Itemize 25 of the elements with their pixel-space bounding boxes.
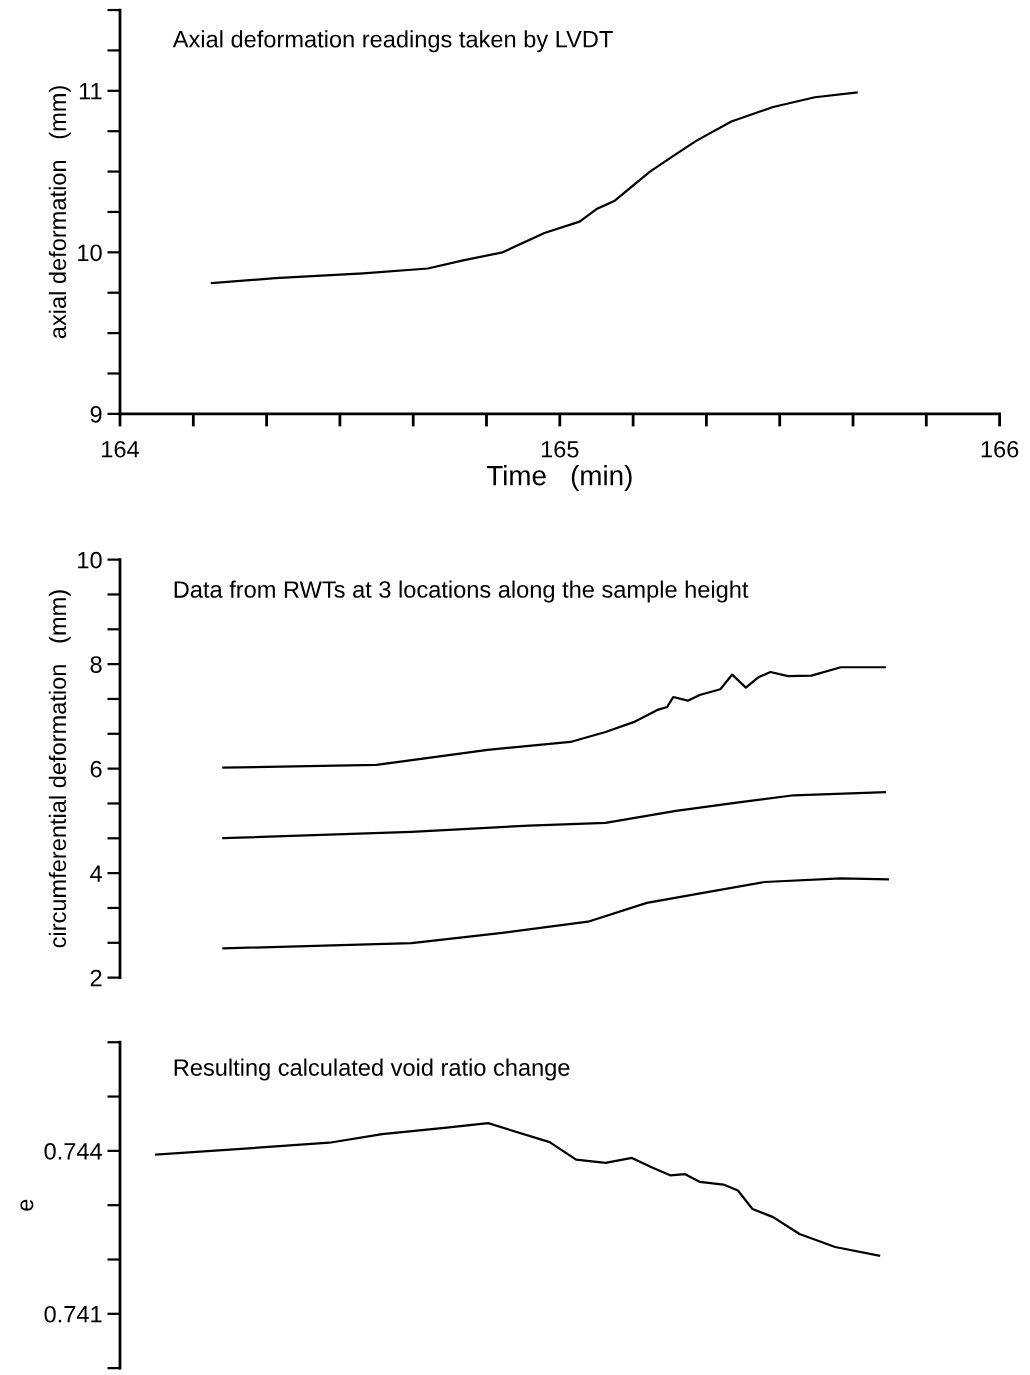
line-series xyxy=(210,91,858,285)
y-tick-label: 10 xyxy=(78,244,102,262)
y-tick-label: 10 xyxy=(78,551,102,569)
x-tick-label: 165 xyxy=(541,440,579,458)
y-tick-label: 6 xyxy=(90,760,102,778)
line-series xyxy=(222,666,886,769)
y-axis-title: e xyxy=(20,1199,34,1211)
x-axis-title: Time (min) xyxy=(486,465,632,491)
y-tick-label: 2 xyxy=(90,969,102,987)
y-tick-label: 11 xyxy=(79,83,102,100)
line-series xyxy=(222,877,890,950)
y-tick-label: 0.741 xyxy=(44,1305,102,1323)
text: Axial deformation readings taken by LVDT xyxy=(172,30,613,53)
line-series xyxy=(154,1122,881,1257)
text: Data from RWTs at 3 locations along the sample height xyxy=(174,580,749,603)
y-tick-label: 8 xyxy=(90,656,102,673)
x-tick-label: 164 xyxy=(102,440,139,458)
y-tick-label: 9 xyxy=(90,405,102,423)
y-axis-title: axial deformation (mm) xyxy=(48,86,71,339)
y-tick-label: 0.744 xyxy=(44,1142,102,1160)
y-axis-title: circumferential deformation (mm) xyxy=(48,590,71,948)
text: Resulting calculated void ratio change xyxy=(174,1058,570,1081)
x-tick-label: 166 xyxy=(981,440,1019,458)
line-series xyxy=(222,791,886,840)
y-tick-label: 4 xyxy=(90,865,102,882)
